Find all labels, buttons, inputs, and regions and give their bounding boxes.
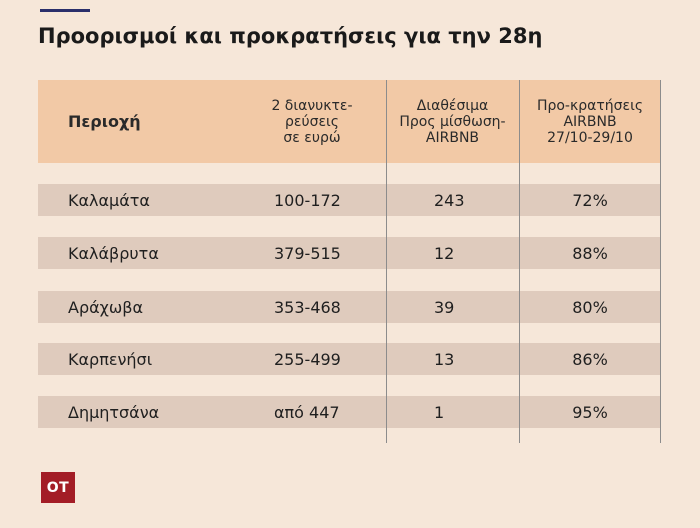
cell-available: 12 (434, 243, 455, 263)
table-row: Καλάβρυτα 379-515 12 88% (38, 237, 661, 269)
table-row: Δημητσάνα από 447 1 95% (38, 396, 661, 428)
cell-price: 100-172 (274, 190, 341, 210)
header-prebookings: Προ-κρατήσεις AIRBNB 27/10-29/10 (536, 97, 644, 146)
cell-prebookings: 95% (572, 402, 608, 422)
cell-price: 379-515 (274, 243, 341, 263)
table-row: Αράχωβα 353-468 39 80% (38, 291, 661, 323)
header-available: Διαθέσιμα Προς μίσθωση- AIRBNB (399, 97, 506, 146)
cell-prebookings: 88% (572, 243, 608, 263)
cell-region: Δημητσάνα (68, 402, 160, 422)
cell-price: 353-468 (274, 297, 341, 317)
page-title: Προορισμοί και προκρατήσεις για την 28η (38, 24, 543, 48)
column-divider (386, 80, 387, 443)
column-divider (519, 80, 520, 443)
cell-region: Καλάβρυτα (68, 243, 159, 263)
cell-price: 255-499 (274, 349, 341, 369)
table-row: Καλαμάτα 100-172 243 72% (38, 184, 661, 216)
cell-available: 13 (434, 349, 455, 369)
header-region: Περιοχή (68, 111, 141, 131)
cell-region: Καλαμάτα (68, 190, 150, 210)
cell-available: 1 (434, 402, 445, 422)
ot-logo: OT (41, 472, 75, 503)
table-row: Καρπενήσι 255-499 13 86% (38, 343, 661, 375)
bookings-table: Περιοχή 2 διανυκτε- ρεύσεις σε ευρώ Διαθ… (38, 80, 661, 443)
header-price: 2 διανυκτε- ρεύσεις σε ευρώ (271, 97, 353, 146)
cell-region: Καρπενήσι (68, 349, 153, 369)
cell-region: Αράχωβα (68, 297, 144, 317)
cell-prebookings: 72% (572, 190, 608, 210)
cell-available: 39 (434, 297, 455, 317)
cell-available: 243 (434, 190, 465, 210)
column-divider (660, 80, 661, 443)
table-header: Περιοχή 2 διανυκτε- ρεύσεις σε ευρώ Διαθ… (38, 80, 661, 163)
accent-rule (40, 9, 90, 12)
cell-price: από 447 (274, 402, 340, 422)
cell-prebookings: 80% (572, 297, 608, 317)
cell-prebookings: 86% (572, 349, 608, 369)
